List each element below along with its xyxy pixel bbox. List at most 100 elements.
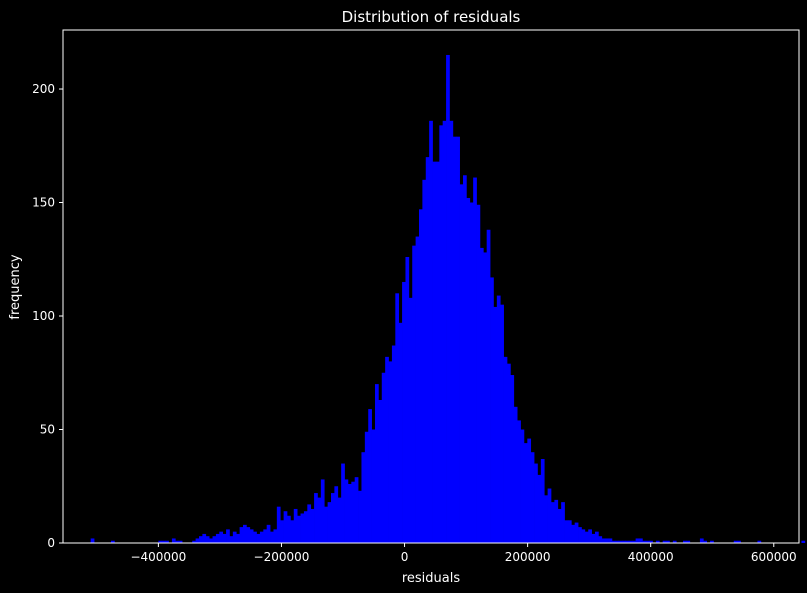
histogram-bar (655, 540, 660, 543)
histogram-bar (703, 540, 708, 543)
histogram-bar (591, 533, 596, 543)
histogram-bar (622, 540, 626, 543)
histogram-bar (402, 281, 406, 543)
histogram-bar (192, 540, 196, 543)
histogram-bar (527, 438, 532, 543)
histogram-bar (452, 136, 457, 543)
histogram-bar (473, 177, 477, 544)
x-tick-label: 600000 (751, 550, 797, 564)
histogram-bar (567, 520, 572, 543)
histogram-bar (649, 540, 653, 543)
histogram-bar (571, 524, 576, 543)
histogram-bar (232, 531, 237, 543)
x-axis-label: residuals (402, 571, 461, 586)
histogram-bar (398, 322, 403, 543)
histogram-bar (361, 452, 366, 543)
histogram-bar (686, 540, 691, 543)
histogram-bars (90, 54, 806, 544)
histogram-bar (158, 540, 163, 543)
histogram-bar (625, 540, 630, 543)
x-axis-ticks: −400000 −200000 0 200000 400000 600000 (130, 543, 797, 564)
histogram-bar (347, 483, 352, 543)
chart-title: Distribution of residuals (342, 8, 521, 26)
histogram-bar (574, 522, 579, 543)
histogram-bar (564, 520, 569, 543)
histogram-bar (199, 536, 203, 543)
histogram-bar (276, 506, 281, 543)
histogram-bar (699, 538, 704, 543)
histogram-bar (307, 504, 312, 543)
histogram-bar (256, 533, 261, 543)
histogram-bar (368, 409, 372, 543)
histogram-bar (341, 463, 345, 543)
histogram-bar (354, 477, 359, 543)
histogram-bar (317, 497, 322, 543)
histogram-bar (507, 363, 511, 543)
histogram-bar (520, 429, 525, 543)
histogram-bar (476, 204, 481, 543)
histogram-bar (486, 229, 491, 543)
histogram-bar (344, 479, 349, 543)
histogram-bar (537, 474, 542, 543)
histogram-bar (263, 529, 268, 543)
histogram-bar (280, 520, 284, 543)
histogram-bar (337, 497, 342, 543)
histogram-bar (239, 527, 244, 543)
histogram-bar (435, 161, 440, 543)
histogram-bar (422, 179, 427, 543)
histogram-bar (246, 527, 251, 543)
histogram-bar (611, 540, 616, 543)
histogram-bar (283, 511, 288, 543)
histogram-bar (425, 157, 430, 543)
histogram-bar (493, 306, 498, 543)
histogram-bar (595, 531, 599, 543)
histogram-bar (226, 529, 230, 543)
histogram-bar (483, 252, 488, 543)
histogram-bar (273, 529, 278, 543)
histogram-bar (442, 120, 447, 544)
histogram-bar (561, 502, 565, 543)
histogram-bar (642, 540, 647, 543)
histogram-bar (205, 536, 210, 543)
histogram-bar (236, 533, 240, 543)
histogram-bar (331, 493, 335, 543)
histogram-bar (412, 245, 416, 543)
x-tick-label: −400000 (130, 550, 186, 564)
histogram-bar (314, 493, 318, 543)
histogram-bar (615, 540, 620, 543)
histogram-bar (303, 511, 308, 543)
histogram-bar (364, 431, 369, 543)
histogram-bar (459, 184, 464, 543)
histogram-bar (90, 538, 95, 543)
histogram-bar (581, 529, 586, 543)
histogram-bar (540, 459, 545, 543)
histogram-bar (632, 540, 636, 543)
histogram-bar (405, 256, 410, 543)
histogram-bar (300, 513, 305, 543)
histogram-bar (710, 540, 714, 543)
histogram-bar (469, 202, 474, 543)
histogram-bar (327, 502, 332, 543)
histogram-bar (324, 506, 328, 543)
histogram-bar (358, 490, 362, 543)
histogram-bar (222, 533, 227, 543)
histogram-bar (500, 304, 504, 543)
histogram-bar (534, 463, 538, 543)
histogram-bar (463, 175, 467, 543)
histogram-bar (605, 538, 609, 543)
histogram-bar (639, 538, 643, 543)
histogram-bar (547, 488, 552, 543)
histogram-bar (243, 524, 247, 543)
histogram-bar (733, 540, 738, 543)
histogram-bar (584, 531, 589, 543)
histogram-bar (551, 502, 555, 543)
histogram-bar (212, 536, 217, 543)
histogram-bar (219, 531, 224, 543)
histogram-bar (662, 540, 667, 543)
histogram-bar (171, 538, 176, 543)
histogram-bar (266, 524, 271, 543)
histogram-bar (408, 297, 413, 543)
histogram-bar (588, 529, 592, 543)
histogram-bar (175, 540, 180, 543)
histogram-bar (432, 161, 437, 543)
